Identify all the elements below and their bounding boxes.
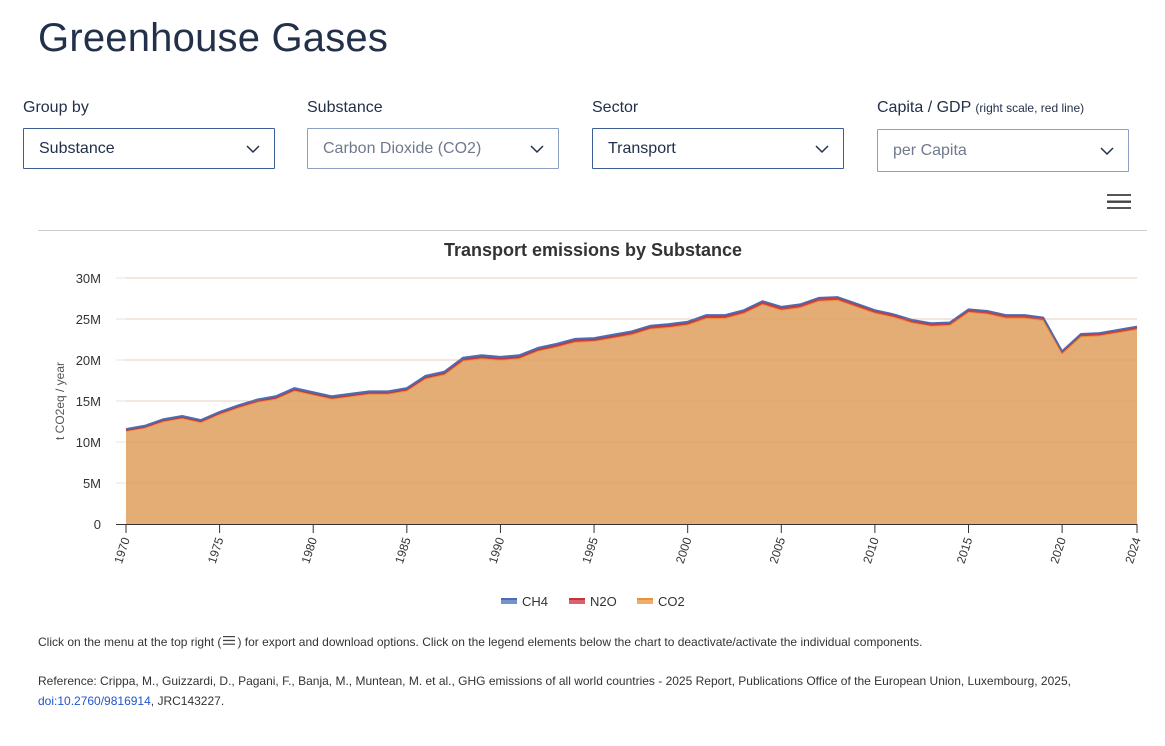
substance-value: Carbon Dioxide (CO2) (323, 139, 482, 157)
doi-link[interactable]: doi:10.2760/9816914 (38, 694, 151, 708)
capita-gdp-label-note: (right scale, red line) (975, 101, 1085, 115)
legend-item-ch4-swatch[interactable] (501, 600, 517, 604)
hamburger-menu-icon[interactable] (1106, 192, 1132, 212)
capita-gdp-label: Capita / GDP (right scale, red line) (877, 99, 1085, 116)
y-tick-label: 30M (76, 271, 101, 286)
legend-item-co2-swatch[interactable] (637, 600, 653, 604)
line-ch4 (125, 296, 1138, 430)
chevron-down-icon (530, 144, 544, 153)
legend-item-n2o[interactable]: N2O (590, 594, 617, 609)
x-tick-label: 1985 (392, 535, 414, 565)
y-tick-label: 25M (76, 312, 101, 327)
area-co2 (126, 299, 1137, 524)
legend-item-n2o-swatch[interactable] (569, 600, 585, 604)
x-tick-label: 2024 (1122, 535, 1144, 565)
substance-select[interactable]: Carbon Dioxide (CO2) (307, 128, 559, 169)
legend-item-ch4[interactable]: CH4 (522, 594, 548, 609)
reference-doi-line: doi:10.2760/9816914, JRC143227. (38, 694, 225, 708)
sector-value: Transport (608, 139, 676, 157)
x-tick-label: 2005 (767, 535, 789, 565)
legend-item-n2o-swatch-line[interactable] (569, 598, 585, 600)
x-tick-label: 2020 (1047, 535, 1069, 565)
x-tick-label: 1995 (579, 535, 601, 565)
x-tick-label: 2010 (860, 535, 882, 565)
legend-item-co2[interactable]: CO2 (658, 594, 685, 609)
group-by-filter: Group by Substance (23, 97, 275, 169)
capita-gdp-filter: Capita / GDP (right scale, red line) per… (877, 97, 1129, 172)
sector-label: Sector (592, 99, 639, 116)
y-tick-label: 10M (76, 435, 101, 450)
group-by-label: Group by (23, 99, 89, 116)
group-by-value: Substance (39, 139, 115, 157)
reference-text: Reference: Crippa, M., Guizzardi, D., Pa… (38, 674, 1071, 688)
menu-icon-inline (223, 636, 236, 645)
y-tick-label: 20M (76, 353, 101, 368)
chevron-down-icon (815, 144, 829, 153)
chart-title: Transport emissions by Substance (444, 240, 742, 260)
x-tick-label: 1970 (111, 535, 133, 565)
legend-item-co2-swatch-line[interactable] (637, 598, 653, 600)
chevron-down-icon (1100, 146, 1114, 155)
legend-item-ch4-swatch-line[interactable] (501, 598, 517, 600)
capita-gdp-select[interactable]: per Capita (877, 129, 1129, 172)
x-tick-label: 2000 (673, 535, 695, 565)
substance-filter: Substance Carbon Dioxide (CO2) (307, 97, 559, 169)
page-title: Greenhouse Gases (38, 16, 389, 60)
y-tick-label: 15M (76, 394, 101, 409)
substance-label: Substance (307, 99, 383, 116)
capita-gdp-value: per Capita (893, 141, 967, 159)
x-tick-label: 1975 (205, 535, 227, 565)
y-axis-label: t CO2eq / year (53, 362, 67, 440)
chart: Transport emissions by Substance 0 5M 10M 15… (53, 240, 1144, 609)
x-tick-label: 1980 (299, 535, 321, 565)
chevron-down-icon (246, 144, 260, 153)
chart-divider (38, 230, 1147, 231)
y-tick-label: 5M (83, 476, 101, 491)
y-tick-label: 0 (94, 517, 101, 532)
sector-filter: Sector Transport (592, 97, 844, 169)
x-tick-label: 1990 (486, 535, 508, 565)
x-tick-label: 2015 (954, 535, 976, 565)
sector-select[interactable]: Transport (592, 128, 844, 169)
group-by-select[interactable]: Substance (23, 128, 275, 169)
instructions-text: Click on the menu at the top right () fo… (38, 635, 923, 649)
